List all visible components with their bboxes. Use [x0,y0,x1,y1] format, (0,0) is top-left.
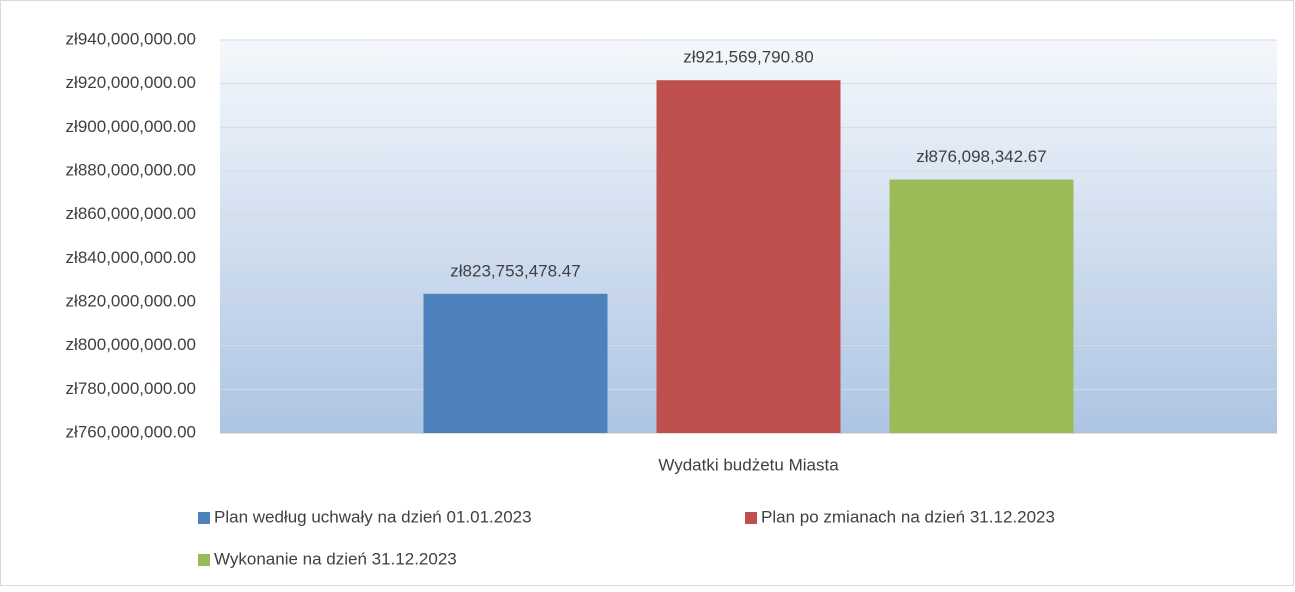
data-label: zł921,569,790.80 [683,48,813,67]
y-tick-label: zł860,000,000.00 [66,204,196,223]
legend-swatch [198,512,210,524]
x-tick-label: Wydatki budżetu Miasta [658,455,839,474]
legend-label: Plan po zmianach na dzień 31.12.2023 [761,507,1055,526]
y-tick-label: zł880,000,000.00 [66,160,196,179]
data-label: zł823,753,478.47 [450,261,580,280]
legend-swatch [745,512,757,524]
y-tick-label: zł760,000,000.00 [66,422,196,441]
data-label: zł876,098,342.67 [916,147,1046,166]
bar [423,293,608,433]
y-tick-label: zł940,000,000.00 [66,29,196,48]
bar [656,80,841,433]
y-tick-label: zł840,000,000.00 [66,248,196,267]
y-tick-label: zł800,000,000.00 [66,335,196,354]
legend-swatch [198,554,210,566]
y-tick-label: zł820,000,000.00 [66,291,196,310]
bar [889,179,1074,433]
legend-label: Plan według uchwały na dzień 01.01.2023 [214,507,532,526]
y-tick-label: zł780,000,000.00 [66,379,196,398]
y-tick-label: zł900,000,000.00 [66,117,196,136]
y-tick-label: zł920,000,000.00 [66,73,196,92]
legend-label: Wykonanie na dzień 31.12.2023 [214,549,457,568]
